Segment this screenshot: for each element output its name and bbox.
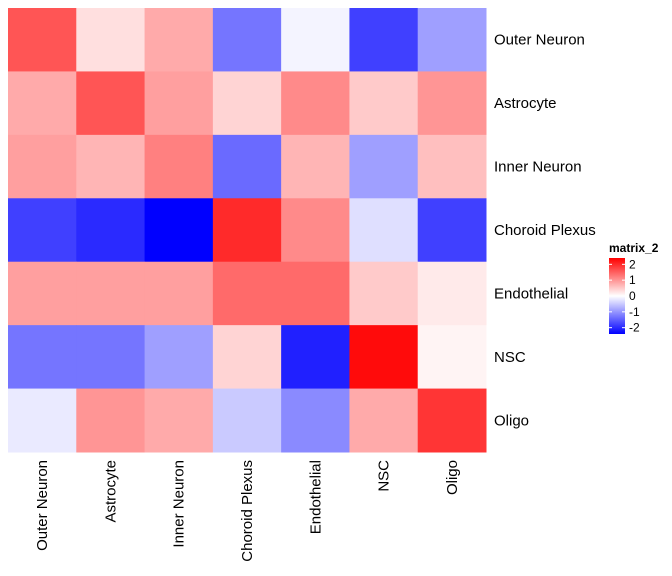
heatmap-cell: [349, 198, 419, 263]
row-label: Astrocyte: [494, 95, 557, 112]
heatmap-cells: [8, 8, 487, 453]
heatmap-cell: [349, 325, 419, 390]
heatmap-cell: [212, 325, 282, 390]
heatmap-cell: [8, 388, 77, 453]
heatmap-cell: [144, 134, 214, 199]
heatmap-cell: [281, 198, 350, 263]
heatmap-cell: [8, 198, 77, 263]
heatmap-cell: [76, 134, 146, 199]
heatmap-cell: [8, 134, 77, 199]
heatmap-cell: [417, 71, 487, 136]
row-label: Outer Neuron: [494, 32, 585, 49]
row-label: Oligo: [494, 412, 529, 429]
heatmap-cell: [212, 261, 282, 326]
legend-tick-label: 2: [629, 257, 636, 271]
heatmap-cell: [144, 8, 214, 72]
heatmap-cell: [76, 198, 146, 263]
legend-title: matrix_2: [609, 241, 659, 255]
legend-colorbar: [609, 258, 625, 334]
legend-tick-label: -1: [629, 305, 640, 319]
column-label: NSC: [376, 460, 393, 492]
heatmap-cell: [349, 8, 419, 72]
column-label: Oligo: [444, 460, 461, 495]
row-label: Endothelial: [494, 285, 568, 302]
legend-ticks: 2 1 0 -1 -2: [609, 257, 640, 335]
heatmap-cell: [144, 325, 214, 390]
heatmap-cell: [212, 388, 282, 453]
heatmap-cell: [144, 71, 214, 136]
heatmap-cell: [76, 325, 146, 390]
legend-tick-label: 0: [629, 289, 636, 303]
heatmap-cell: [8, 71, 77, 136]
heatmap-cell: [281, 261, 350, 326]
column-label: Choroid Plexus: [239, 460, 256, 562]
heatmap-cell: [76, 71, 146, 136]
color-legend: matrix_2 2 1 0 -1 -2: [609, 241, 659, 335]
heatmap-cell: [144, 388, 214, 453]
column-label: Astrocyte: [102, 460, 119, 523]
heatmap-cell: [417, 134, 487, 199]
heatmap-cell: [76, 388, 146, 453]
heatmap-cell: [144, 198, 214, 263]
heatmap-cell: [349, 388, 419, 453]
heatmap-cell: [281, 71, 350, 136]
heatmap-cell: [76, 8, 146, 72]
heatmap-cell: [417, 325, 487, 390]
heatmap-cell: [417, 198, 487, 263]
heatmap-cell: [349, 71, 419, 136]
row-label: NSC: [494, 349, 526, 366]
heatmap-cell: [212, 71, 282, 136]
heatmap-cell: [417, 261, 487, 326]
column-label: Outer Neuron: [34, 460, 51, 551]
heatmap-cell: [281, 134, 350, 199]
heatmap-cell: [212, 134, 282, 199]
heatmap-cell: [349, 134, 419, 199]
row-label: Choroid Plexus: [494, 222, 596, 239]
heatmap-cell: [349, 261, 419, 326]
row-labels: Outer Neuron Astrocyte Inner Neuron Choroid…: [494, 32, 596, 430]
heatmap-cell: [8, 261, 77, 326]
heatmap-cell: [281, 325, 350, 390]
heatmap-cell: [212, 8, 282, 72]
legend-tick-label: -2: [629, 321, 640, 335]
heatmap-cell: [281, 8, 350, 72]
heatmap-cell: [8, 325, 77, 390]
row-label: Inner Neuron: [494, 159, 582, 176]
heatmap-cell: [8, 8, 77, 72]
heatmap-cell: [76, 261, 146, 326]
heatmap-cell: [144, 261, 214, 326]
column-label: Endothelial: [307, 460, 324, 534]
column-label: Inner Neuron: [171, 460, 188, 548]
heatmap-cell: [281, 388, 350, 453]
heatmap-cell: [212, 198, 282, 263]
heatmap-cell: [417, 8, 487, 72]
legend-tick-label: 1: [629, 273, 636, 287]
heatmap-cell: [417, 388, 487, 453]
column-labels: Outer Neuron Astrocyte Inner Neuron Choroid…: [34, 460, 461, 562]
